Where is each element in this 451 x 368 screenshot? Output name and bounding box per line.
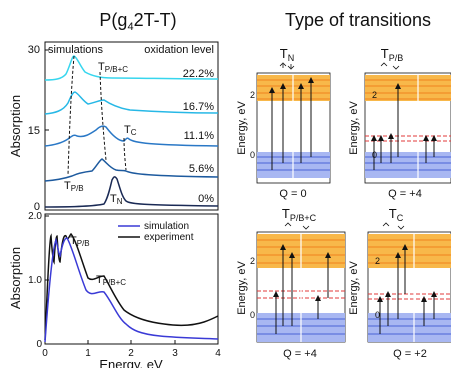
- diagram-tpbc: TP/B+C Energy, eV 2 0 Q = +4: [236, 206, 346, 360]
- experiment-curve: [44, 232, 219, 341]
- bottom-ylabel: Absorption: [8, 247, 23, 309]
- top-ytick-15: 15: [28, 125, 40, 137]
- diagram-tc-ylabel: Energy, eV: [348, 261, 360, 315]
- peak-label-n: TN: [110, 193, 123, 206]
- bottom-spectra-panel: Absorption 2.0 1.0 0 0 1 2 3 4 Energy, e…: [8, 211, 221, 368]
- svg-text:0: 0: [250, 310, 255, 320]
- xtick-1: 1: [85, 348, 91, 359]
- diagram-tc: TC Energy, eV 2 0 Q = +2: [348, 206, 451, 360]
- diagram-tn-ylabel: Energy, eV: [236, 101, 248, 155]
- right-figure-title: Type of transitions: [285, 10, 431, 30]
- svg-text:2: 2: [250, 90, 255, 100]
- level-16-7: 16.7%: [183, 101, 214, 113]
- spectrum-22-2: [44, 55, 219, 81]
- svg-text:2: 2: [375, 256, 380, 266]
- top-ytick-0: 0: [34, 201, 40, 213]
- bottom-peak-label-pb: TP/B: [70, 235, 90, 248]
- legend-oxidation-level: oxidation level: [144, 44, 214, 56]
- top-ytick-30: 30: [28, 44, 40, 56]
- level-11-1: 11.1%: [184, 130, 215, 142]
- diagram-tpbc-q: Q = +4: [283, 348, 317, 360]
- diagram-tpb: TP/B Energy, eV 2 0 Q = +4: [348, 46, 451, 200]
- peak-label-pb: TP/B: [64, 180, 84, 193]
- legend-simulations: simulations: [48, 44, 104, 56]
- spectrum-0: [44, 176, 219, 208]
- peak-label-c: TC: [124, 124, 137, 137]
- legend-experiment: experiment: [144, 232, 194, 243]
- bottom-ytick-1: 1.0: [28, 275, 42, 286]
- diagram-tpb-q: Q = +4: [388, 188, 422, 200]
- bottom-ytick-2: 2.0: [28, 211, 42, 222]
- svg-text:0: 0: [372, 150, 377, 160]
- diagram-tpb-ylabel: Energy, eV: [348, 101, 360, 155]
- spectrum-5-6: [44, 158, 219, 182]
- diagram-tc-title: TC: [389, 206, 404, 223]
- level-5-6: 5.6%: [189, 163, 214, 175]
- xtick-4: 4: [215, 348, 221, 359]
- xtick-3: 3: [172, 348, 178, 359]
- xtick-2: 2: [128, 348, 134, 359]
- level-22-2: 22.2%: [183, 68, 214, 80]
- bottom-ytick-0: 0: [36, 339, 42, 350]
- spectrum-16-7: [44, 91, 219, 115]
- diagram-tc-q: Q = +2: [393, 348, 427, 360]
- top-spectra-panel: Absorption 30 15 0 simulations oxidation…: [8, 41, 219, 213]
- svg-text:0: 0: [375, 310, 380, 320]
- diagram-tn-q: Q = 0: [279, 188, 306, 200]
- top-ylabel: Absorption: [8, 95, 23, 157]
- diagram-tpbc-ylabel: Energy, eV: [236, 261, 248, 315]
- left-figure-title: P(g42T-T): [99, 10, 176, 33]
- peak-label-pbc: TP/B+C: [98, 61, 128, 74]
- svg-text:0: 0: [250, 150, 255, 160]
- svg-text:2: 2: [250, 256, 255, 266]
- diagram-tpb-title: TP/B: [381, 46, 403, 63]
- diagram-tn-title: TN: [280, 46, 294, 63]
- bottom-peak-label-pbc: TP/B+C: [96, 274, 126, 287]
- svg-text:2: 2: [372, 90, 377, 100]
- simulation-curve: [44, 237, 219, 343]
- bottom-xlabel: Energy, eV: [99, 357, 163, 368]
- xtick-0: 0: [42, 348, 48, 359]
- legend-simulation: simulation: [144, 221, 189, 232]
- level-0: 0%: [198, 193, 214, 205]
- diagram-tn: TN Energy, eV 2 0 Q = 0: [236, 46, 331, 200]
- diagram-tpbc-title: TP/B+C: [282, 206, 317, 223]
